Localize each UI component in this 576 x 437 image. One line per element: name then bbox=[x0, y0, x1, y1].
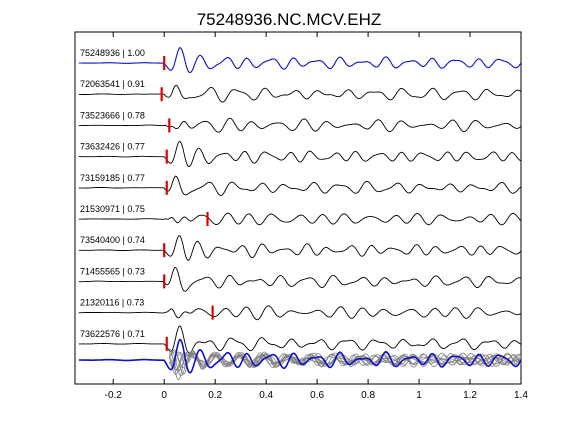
trace-row: 73622576 | 0.71 bbox=[78, 325, 522, 354]
trace-row: 21320116 | 0.73 bbox=[78, 298, 522, 321]
trace-waveform bbox=[78, 175, 522, 196]
x-axis: -0.2 0 0.2 0.4 0.6 0.8 1 1.2 1.4 bbox=[105, 32, 528, 401]
trace-waveform bbox=[78, 212, 522, 226]
traces-layer: 75248936 | 1.00 72063541 | 0.91 73523666 |… bbox=[78, 47, 522, 354]
trace-row: 72063541 | 0.91 bbox=[78, 79, 522, 103]
trace-waveform bbox=[78, 325, 522, 354]
trace-label: 71455565 | 0.73 bbox=[80, 266, 145, 276]
stack-overlay-trace bbox=[168, 352, 522, 375]
stack-reference-trace bbox=[78, 338, 522, 374]
trace-row: 73159185 | 0.77 bbox=[78, 173, 522, 196]
stack-overlay-trace bbox=[168, 352, 522, 371]
trace-waveform bbox=[78, 84, 522, 103]
trace-label: 73540400 | 0.74 bbox=[80, 235, 145, 245]
trace-row: 73632426 | 0.77 bbox=[78, 140, 522, 168]
trace-waveform bbox=[78, 235, 522, 261]
trace-row: 73523666 | 0.78 bbox=[78, 110, 522, 133]
trace-waveform bbox=[78, 266, 522, 292]
trace-label: 73622576 | 0.71 bbox=[80, 329, 145, 339]
x-tick-label: 0.2 bbox=[208, 390, 222, 401]
plot-frame bbox=[74, 31, 522, 385]
trace-waveform bbox=[78, 305, 522, 321]
trace-label: 73632426 | 0.77 bbox=[80, 142, 145, 152]
x-tick-label: 0.6 bbox=[310, 390, 324, 401]
trace-label: 75248936 | 1.00 bbox=[80, 48, 145, 58]
trace-label: 21320116 | 0.73 bbox=[80, 298, 144, 308]
stack-layer bbox=[78, 338, 522, 381]
x-tick-label: -0.2 bbox=[105, 390, 123, 401]
trace-row: 73540400 | 0.74 bbox=[78, 235, 522, 261]
trace-row: 21530971 | 0.75 bbox=[78, 204, 522, 226]
trace-label: 21530971 | 0.75 bbox=[80, 204, 145, 214]
chart-title: 75248936.NC.MCV.EHZ bbox=[197, 10, 382, 29]
trace-row: 71455565 | 0.73 bbox=[78, 266, 522, 292]
x-tick-label: 1.4 bbox=[514, 390, 528, 401]
trace-label: 73159185 | 0.77 bbox=[80, 173, 145, 183]
x-tick-label: 0 bbox=[161, 390, 167, 401]
x-tick-label: 0.8 bbox=[361, 390, 375, 401]
trace-waveform bbox=[78, 47, 522, 74]
x-tick-label: 1.2 bbox=[463, 390, 477, 401]
trace-waveform bbox=[78, 117, 522, 133]
trace-row: 75248936 | 1.00 bbox=[78, 47, 522, 74]
x-tick-label: 0.4 bbox=[259, 390, 273, 401]
trace-label: 73523666 | 0.78 bbox=[80, 110, 145, 120]
trace-label: 72063541 | 0.91 bbox=[80, 79, 145, 89]
x-tick-label: 1 bbox=[416, 390, 422, 401]
trace-waveform bbox=[78, 140, 522, 168]
